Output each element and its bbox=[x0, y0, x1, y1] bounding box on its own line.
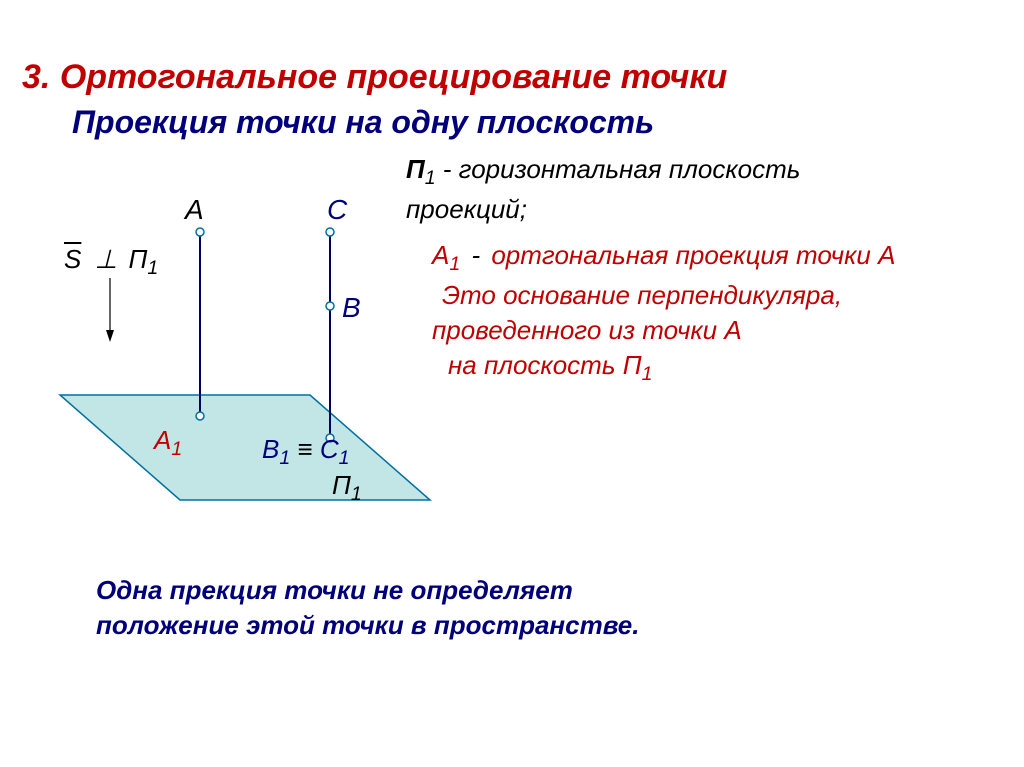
point-a1 bbox=[196, 412, 204, 420]
label-pi1-plane: П1 bbox=[332, 470, 362, 506]
label-b: В bbox=[342, 292, 361, 324]
plane-pi1 bbox=[60, 395, 430, 500]
projection-diagram bbox=[0, 0, 1024, 767]
point-c bbox=[326, 228, 334, 236]
arrow-head bbox=[106, 330, 114, 342]
point-b bbox=[326, 302, 334, 310]
label-a1: А1 bbox=[154, 425, 182, 461]
point-a bbox=[196, 228, 204, 236]
label-a: А bbox=[185, 194, 204, 226]
label-b1c1: В1 ≡ С1 bbox=[262, 434, 350, 470]
label-c: С bbox=[327, 194, 347, 226]
